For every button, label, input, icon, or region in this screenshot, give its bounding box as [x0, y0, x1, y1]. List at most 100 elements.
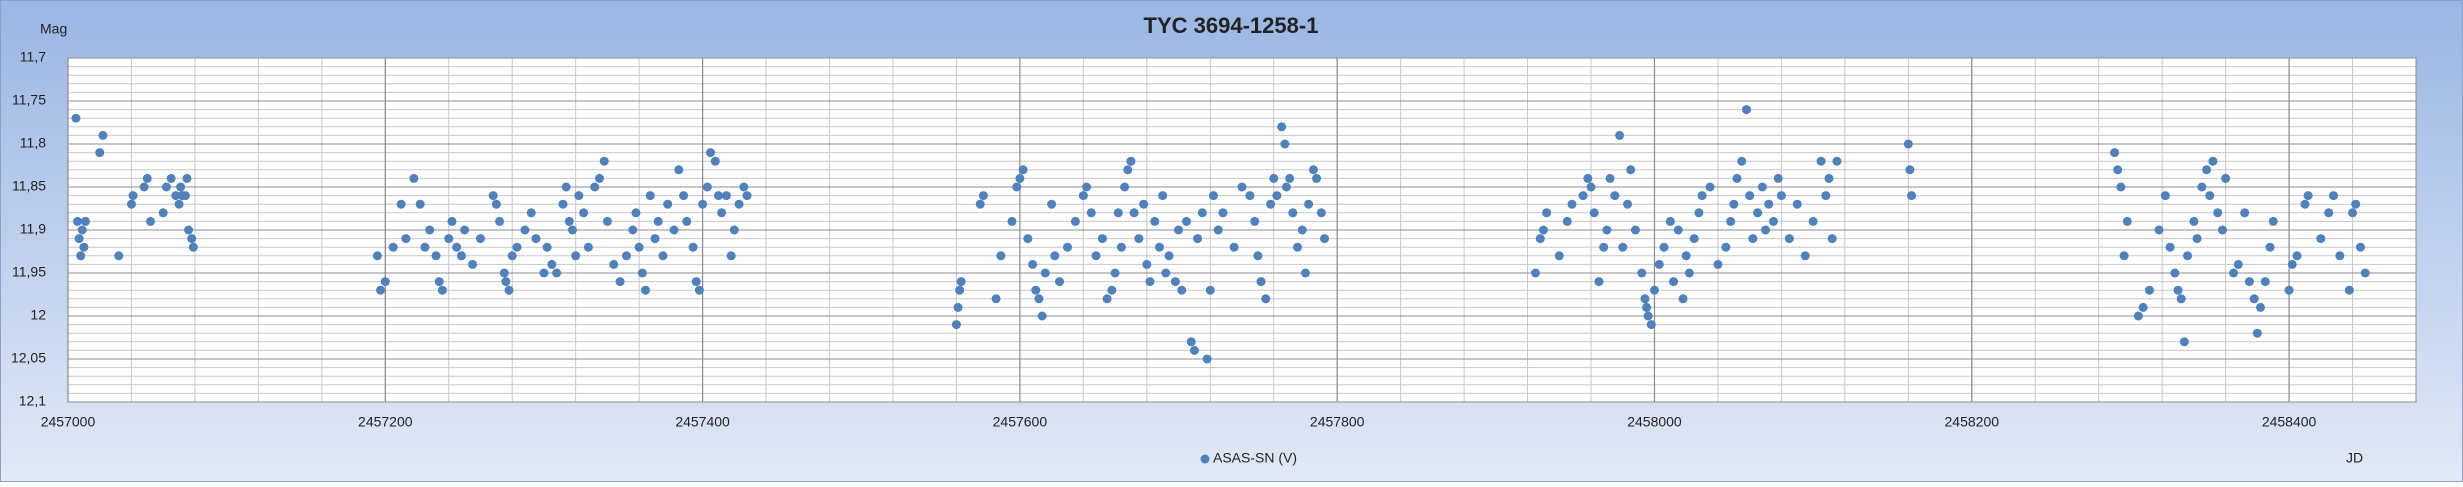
data-point — [512, 242, 522, 252]
data-point — [488, 191, 498, 201]
data-point — [1737, 156, 1747, 166]
data-point — [1768, 216, 1778, 226]
data-point — [1134, 234, 1144, 244]
data-point — [1713, 259, 1723, 269]
data-point — [682, 216, 692, 226]
y-tick-label: 11,95 — [12, 264, 46, 280]
data-point — [991, 294, 1001, 304]
data-point — [1040, 268, 1050, 278]
data-point — [2221, 173, 2231, 183]
data-point — [71, 113, 81, 123]
data-point — [1319, 234, 1329, 244]
data-point — [2119, 251, 2129, 261]
data-point — [1654, 259, 1664, 269]
data-point — [2292, 251, 2302, 261]
data-point — [1218, 208, 1228, 218]
data-point — [501, 277, 511, 287]
data-point — [1684, 268, 1694, 278]
data-point — [1208, 191, 1218, 201]
x-tick-label: 2458400 — [2262, 414, 2317, 430]
data-point — [2205, 191, 2215, 201]
data-point — [1673, 225, 1683, 235]
data-point — [2116, 182, 2126, 192]
data-point — [1174, 225, 1184, 235]
data-point — [726, 251, 736, 261]
data-point — [2329, 191, 2339, 201]
data-point — [1578, 191, 1588, 201]
data-point — [452, 242, 462, 252]
data-point — [2229, 268, 2239, 278]
data-point — [1193, 234, 1203, 244]
data-point — [1181, 216, 1191, 226]
y-axis-label: Mag — [40, 21, 67, 37]
data-point — [2113, 165, 2123, 175]
data-point — [95, 148, 105, 158]
x-tick-label: 2457000 — [41, 414, 96, 430]
data-point — [1297, 225, 1307, 235]
data-point — [161, 182, 171, 192]
data-point — [1186, 337, 1196, 347]
data-point — [710, 156, 720, 166]
data-point — [568, 225, 578, 235]
data-point — [526, 208, 536, 218]
data-point — [2179, 337, 2189, 347]
data-point — [688, 242, 698, 252]
data-point — [1538, 225, 1548, 235]
data-point — [721, 191, 731, 201]
data-point — [114, 251, 124, 261]
data-point — [1113, 208, 1123, 218]
y-tick-label: 12,05 — [11, 350, 46, 366]
data-point — [679, 191, 689, 201]
data-point — [1776, 191, 1786, 201]
data-point — [1253, 251, 1263, 261]
legend-marker — [1200, 454, 1210, 464]
data-point — [1086, 208, 1096, 218]
data-point — [602, 216, 612, 226]
data-point — [507, 251, 517, 261]
data-point — [1729, 199, 1739, 209]
data-point — [653, 216, 663, 226]
marks — [71, 105, 2370, 364]
data-point — [1205, 285, 1215, 295]
data-point — [628, 225, 638, 235]
y-tick-label: 11,7 — [20, 49, 46, 65]
data-point — [2244, 277, 2254, 287]
data-point — [2240, 208, 2250, 218]
data-point — [188, 242, 198, 252]
data-point — [996, 251, 1006, 261]
y-tick-label: 12,1 — [19, 393, 46, 409]
data-point — [2110, 148, 2120, 158]
data-point — [1745, 191, 1755, 201]
data-point — [409, 173, 419, 183]
x-tick-label: 2457200 — [358, 414, 413, 430]
data-point — [1681, 251, 1691, 261]
data-point — [2202, 165, 2212, 175]
data-point — [184, 225, 194, 235]
data-point — [955, 285, 965, 295]
data-point — [2197, 182, 2207, 192]
data-point — [1281, 182, 1291, 192]
data-point — [2284, 285, 2294, 295]
data-point — [1293, 242, 1303, 252]
data-point — [142, 173, 152, 183]
legend-label: ASAS-SN (V) — [1213, 450, 1297, 466]
data-point — [1562, 216, 1572, 226]
data-point — [739, 182, 749, 192]
data-point — [953, 302, 963, 312]
data-point — [1615, 130, 1625, 140]
data-point — [1800, 251, 1810, 261]
data-point — [1602, 225, 1612, 235]
data-point — [631, 208, 641, 218]
data-point — [951, 320, 961, 330]
data-point — [1123, 165, 1133, 175]
data-point — [1229, 242, 1239, 252]
data-point — [634, 242, 644, 252]
data-point — [437, 285, 447, 295]
data-point — [978, 191, 988, 201]
data-point — [1583, 173, 1593, 183]
data-point — [1031, 285, 1041, 295]
data-point — [166, 173, 176, 183]
plot-border — [67, 57, 2417, 403]
data-point — [2213, 208, 2223, 218]
data-point — [1078, 191, 1088, 201]
